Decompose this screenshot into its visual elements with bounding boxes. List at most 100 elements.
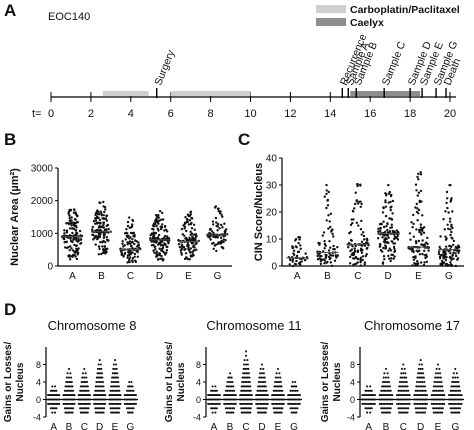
x-tick-label: G <box>290 422 298 430</box>
y-axis-label: Gains or Losses/ <box>320 341 331 422</box>
data-point <box>439 376 442 379</box>
data-point <box>456 257 460 260</box>
data-point <box>65 240 69 243</box>
x-tick-label: G <box>214 271 222 282</box>
data-point <box>324 256 328 259</box>
data-point <box>457 244 460 247</box>
data-point <box>136 255 139 258</box>
data-point <box>399 407 402 410</box>
data-point <box>292 389 296 392</box>
data-point <box>442 255 445 259</box>
data-point <box>151 236 155 239</box>
data-point <box>99 411 102 414</box>
data-point <box>233 398 236 401</box>
data-point <box>295 411 298 414</box>
data-point <box>112 363 115 366</box>
y-axis-label: Nuclear Area (µm²) <box>9 168 21 266</box>
data-point <box>84 372 87 375</box>
data-point <box>130 240 134 244</box>
data-point <box>132 389 135 392</box>
data-point <box>416 219 419 222</box>
data-point <box>321 234 324 237</box>
data-point <box>127 251 130 254</box>
data-point <box>75 226 78 229</box>
data-point <box>436 389 440 392</box>
data-point <box>405 398 408 401</box>
data-point <box>180 251 183 254</box>
data-point <box>97 363 100 366</box>
data-point <box>117 380 120 384</box>
data-point <box>214 235 218 238</box>
data-point <box>163 229 166 232</box>
data-point <box>210 407 213 410</box>
data-point <box>155 224 158 228</box>
data-point <box>445 262 448 266</box>
data-point <box>402 372 405 375</box>
data-point <box>362 394 366 397</box>
data-point <box>74 229 78 232</box>
data-point <box>225 385 228 388</box>
data-point <box>105 235 109 239</box>
data-point <box>99 210 103 213</box>
treatment-bar <box>350 91 421 96</box>
data-point <box>210 402 213 405</box>
data-point <box>296 389 299 392</box>
data-point <box>438 389 441 392</box>
data-point <box>192 238 195 241</box>
data-point <box>332 248 335 251</box>
data-point <box>444 258 448 262</box>
data-point <box>387 376 390 379</box>
data-point <box>291 389 294 392</box>
data-point <box>355 200 358 203</box>
data-point <box>419 189 423 193</box>
data-point <box>102 200 105 204</box>
data-point <box>422 402 425 405</box>
data-point <box>228 389 231 392</box>
data-point <box>359 256 363 259</box>
data-point <box>434 385 437 388</box>
data-point <box>275 372 278 375</box>
data-point <box>258 398 261 401</box>
data-point <box>163 234 167 238</box>
data-point <box>412 222 415 226</box>
x-tick-label: C <box>354 271 361 282</box>
data-point <box>101 389 104 392</box>
data-point <box>448 398 451 401</box>
data-point <box>241 376 244 379</box>
data-point <box>350 239 353 242</box>
data-point <box>194 233 198 236</box>
data-point <box>435 380 438 384</box>
data-point <box>417 407 421 410</box>
data-point <box>406 411 409 414</box>
data-point <box>291 264 295 268</box>
data-point <box>384 244 387 247</box>
data-point <box>384 411 387 414</box>
x-tick-label: A <box>365 422 372 430</box>
data-point <box>317 241 320 245</box>
data-point <box>223 398 226 401</box>
data-point <box>164 253 167 256</box>
data-point <box>409 248 412 251</box>
data-point <box>100 385 104 388</box>
data-point <box>351 245 354 248</box>
data-point <box>99 372 102 375</box>
data-point <box>359 228 363 231</box>
y-tick-label: 4 <box>350 378 355 388</box>
data-point <box>188 250 191 253</box>
data-point <box>397 389 400 392</box>
data-point <box>384 246 387 250</box>
data-point <box>418 394 421 397</box>
timeline-tick-label: 14 <box>324 108 336 120</box>
data-point <box>349 255 352 259</box>
data-point <box>406 398 410 401</box>
data-point <box>403 411 406 414</box>
data-point <box>113 407 117 410</box>
data-point <box>124 238 128 241</box>
data-point <box>79 242 82 245</box>
data-point <box>67 376 71 379</box>
data-point <box>260 376 263 379</box>
data-point <box>438 367 441 370</box>
data-point <box>451 402 454 405</box>
